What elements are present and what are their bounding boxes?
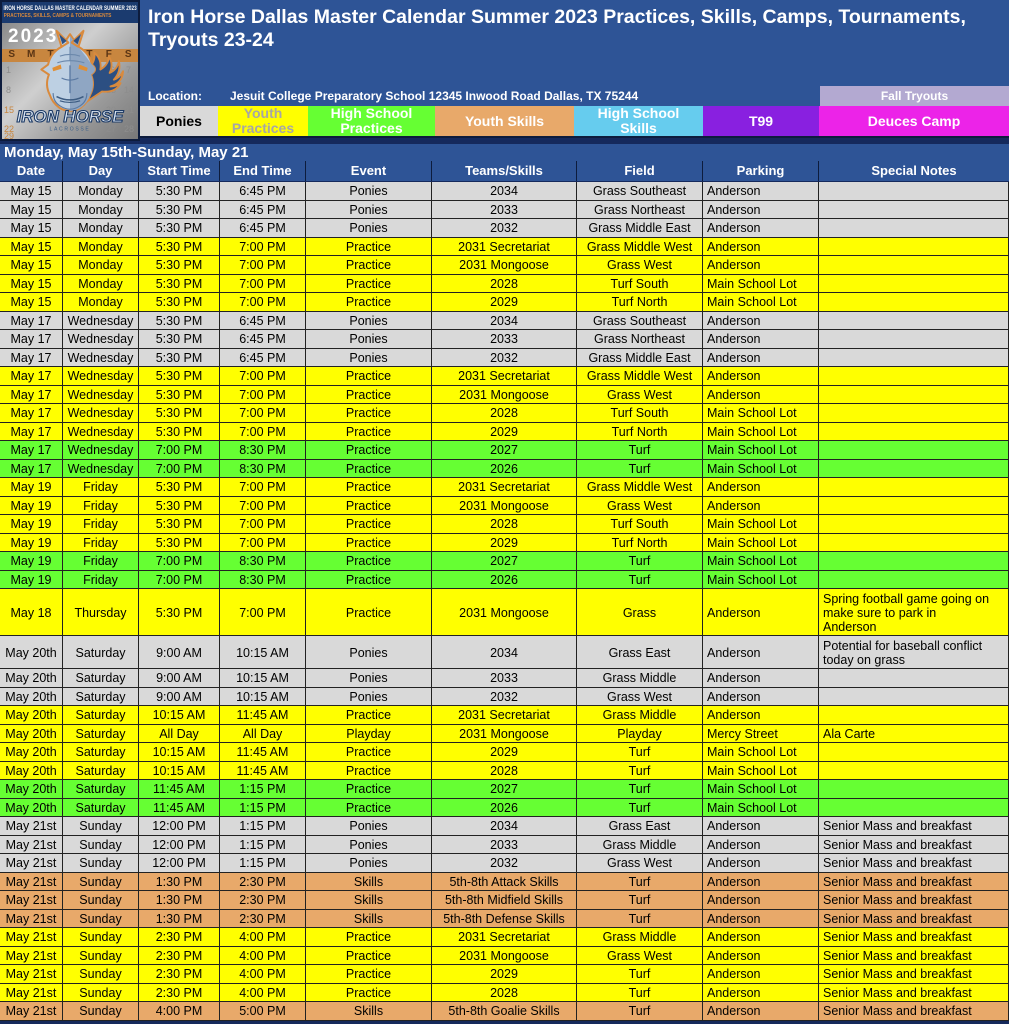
svg-text:LACROSSE: LACROSSE — [50, 126, 91, 132]
svg-text:IRON HORSE: IRON HORSE — [17, 107, 124, 126]
